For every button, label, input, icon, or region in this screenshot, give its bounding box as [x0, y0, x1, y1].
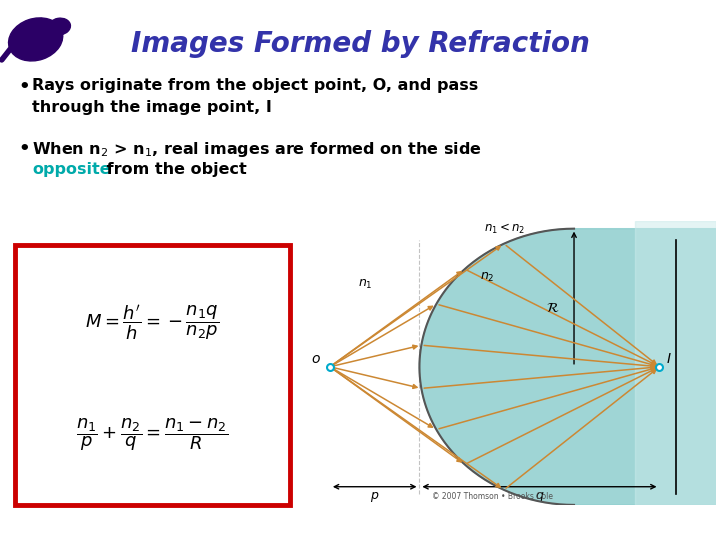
Text: through the image point, I: through the image point, I — [32, 100, 272, 115]
Text: $\dfrac{n_1}{p} + \dfrac{n_2}{q} = \dfrac{n_1 - n_2}{R}$: $\dfrac{n_1}{p} + \dfrac{n_2}{q} = \dfra… — [76, 416, 229, 453]
Polygon shape — [420, 228, 716, 505]
Text: $M = \dfrac{h'}{h} = -\dfrac{n_1 q}{n_2 p}$: $M = \dfrac{h'}{h} = -\dfrac{n_1 q}{n_2 … — [86, 303, 220, 342]
Text: $n_1 < n_2$: $n_1 < n_2$ — [484, 222, 526, 237]
Text: $\mathcal{R}$: $\mathcal{R}$ — [546, 301, 559, 315]
Text: © 2007 Thomson • Brooks Cole: © 2007 Thomson • Brooks Cole — [432, 492, 553, 502]
Text: from the object: from the object — [101, 162, 247, 177]
Text: $q$: $q$ — [535, 490, 544, 504]
Ellipse shape — [48, 18, 71, 35]
FancyArrowPatch shape — [1, 49, 10, 60]
Text: opposite: opposite — [32, 162, 111, 177]
Text: When n$_2$ > n$_1$, real images are formed on the side: When n$_2$ > n$_1$, real images are form… — [32, 140, 482, 159]
Text: $p$: $p$ — [370, 490, 379, 504]
Text: o: o — [312, 352, 320, 366]
Polygon shape — [635, 221, 716, 505]
Ellipse shape — [9, 18, 63, 61]
Bar — [15, 245, 290, 505]
Text: Rays originate from the object point, O, and pass: Rays originate from the object point, O,… — [32, 78, 478, 93]
Text: •: • — [18, 78, 30, 96]
Text: $n_2$: $n_2$ — [480, 271, 495, 284]
Text: $I$: $I$ — [665, 352, 671, 366]
Text: $n_1$: $n_1$ — [359, 278, 373, 291]
Text: •: • — [18, 140, 30, 158]
Text: Images Formed by Refraction: Images Formed by Refraction — [130, 30, 590, 58]
